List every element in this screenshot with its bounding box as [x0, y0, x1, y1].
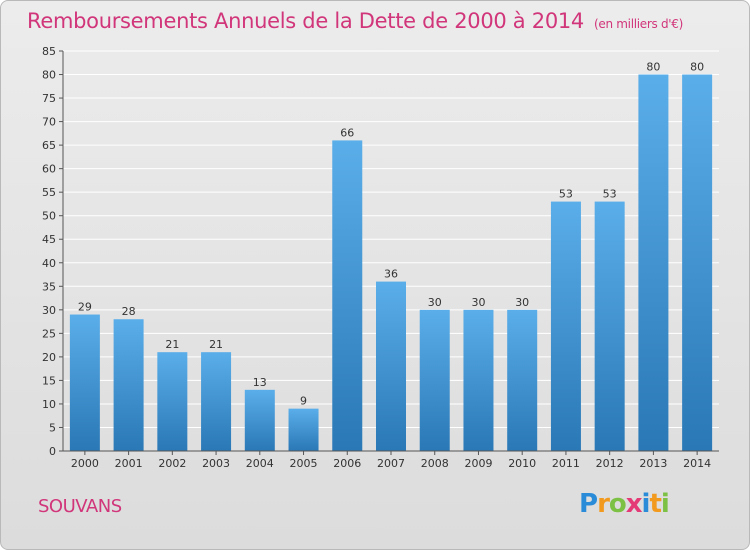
y-tick-label: 80 — [42, 69, 56, 82]
bar-2013 — [638, 74, 669, 451]
data-label: 80 — [690, 61, 704, 74]
y-tick-label: 20 — [42, 351, 56, 364]
y-tick-label: 45 — [42, 233, 56, 246]
bar-2003 — [201, 352, 232, 451]
bar-2007 — [376, 281, 406, 451]
bar-2011 — [550, 201, 581, 451]
bar-2005 — [288, 408, 319, 451]
unit-label: (en milliers d'€) — [594, 17, 684, 31]
y-tick-label: 85 — [42, 45, 56, 58]
data-label: 36 — [384, 268, 398, 281]
bar-chart: 29 28 21 21 13 9 66 36 30 30 30 53 53 80 80 0 5 10 15 20 25… — [42, 45, 719, 470]
y-tick-label: 50 — [42, 210, 56, 223]
bar-2002 — [157, 352, 188, 451]
y-tick-label: 5 — [49, 421, 56, 434]
x-tick-label: 2004 — [246, 457, 274, 470]
data-label: 9 — [300, 395, 307, 408]
data-label: 29 — [78, 301, 92, 314]
y-tick-label: 75 — [42, 92, 56, 105]
x-tick-label: 2014 — [683, 457, 711, 470]
x-tick-label: 2002 — [158, 457, 186, 470]
bar-2014 — [682, 74, 713, 451]
x-tick-label: 2012 — [596, 457, 624, 470]
data-label: 80 — [646, 61, 660, 74]
y-tick-label: 40 — [42, 257, 56, 270]
bar-2006 — [332, 140, 363, 452]
x-tick-label: 2006 — [333, 457, 361, 470]
x-tick-label: 2005 — [290, 457, 318, 470]
title-text: Remboursements Annuels de la Dette de 20… — [27, 9, 584, 33]
chart-title: Remboursements Annuels de la Dette de 20… — [27, 9, 683, 33]
x-tick-label: 2009 — [464, 457, 492, 470]
data-label: 30 — [428, 296, 442, 309]
y-tick-label: 35 — [42, 280, 56, 293]
bar-2012 — [594, 201, 625, 451]
proxiti-logo: Proxiti — [579, 489, 670, 519]
x-tick-label: 2011 — [552, 457, 580, 470]
place-name: SOUVANS — [38, 496, 122, 517]
y-tick-label: 65 — [42, 139, 56, 152]
y-tick-label: 70 — [42, 116, 56, 129]
bar-2000 — [69, 314, 100, 451]
data-label: 53 — [603, 188, 617, 201]
data-label: 28 — [122, 305, 136, 318]
y-tick-label: 0 — [49, 445, 56, 458]
y-tick-label: 60 — [42, 163, 56, 176]
bar-2004 — [244, 389, 275, 451]
x-tick-label: 2013 — [639, 457, 667, 470]
y-tick-label: 55 — [42, 186, 56, 199]
y-tick-label: 10 — [42, 398, 56, 411]
bar-2010 — [507, 309, 538, 451]
x-tick-label: 2000 — [71, 457, 99, 470]
data-label: 53 — [559, 188, 573, 201]
data-label: 21 — [209, 338, 223, 351]
x-tick-label: 2001 — [115, 457, 143, 470]
x-tick-label: 2007 — [377, 457, 405, 470]
data-label: 30 — [471, 296, 485, 309]
data-label: 21 — [165, 338, 179, 351]
data-label: 66 — [340, 126, 354, 139]
bar-2009 — [463, 309, 494, 451]
y-tick-label: 15 — [42, 374, 56, 387]
y-tick-label: 25 — [42, 327, 56, 340]
x-tick-label: 2010 — [508, 457, 536, 470]
y-tick-label: 30 — [42, 304, 56, 317]
data-label: 30 — [515, 296, 529, 309]
bar-2001 — [113, 319, 144, 451]
bar-2008 — [419, 309, 450, 451]
data-label: 13 — [253, 376, 267, 389]
x-tick-label: 2008 — [421, 457, 449, 470]
x-tick-label: 2003 — [202, 457, 230, 470]
